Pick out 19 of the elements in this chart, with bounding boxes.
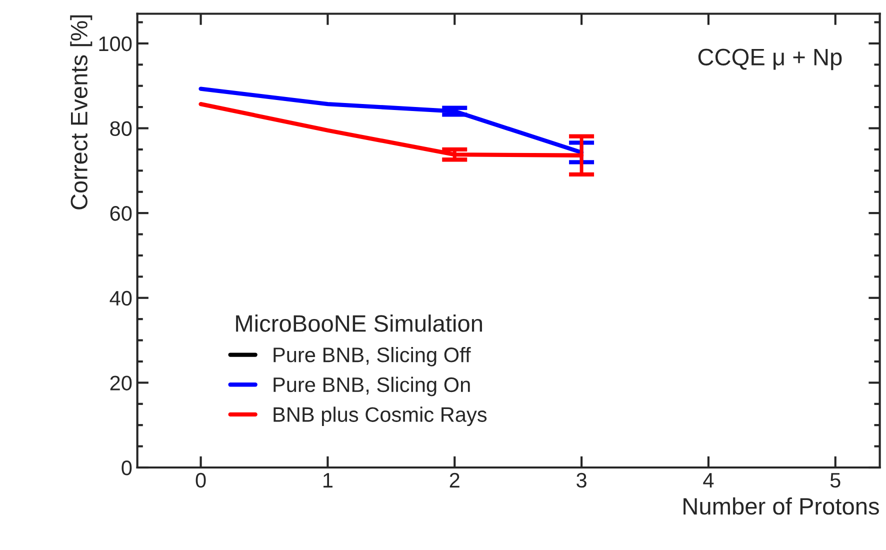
legend-label: BNB plus Cosmic Rays xyxy=(274,406,487,426)
legend-title: MicroBooNE Simulation xyxy=(236,314,482,332)
legend-label: Pure BNB, Slicing On xyxy=(274,376,470,396)
legend-label: Pure BNB, Slicing Off xyxy=(274,346,471,366)
x-tick-label: 3 xyxy=(576,472,586,488)
y-tick-label: 20 xyxy=(110,376,132,390)
x-tick-label: 5 xyxy=(830,473,840,488)
x-tick-label: 2 xyxy=(450,472,460,488)
x-axis-title: Number of Protons xyxy=(684,497,879,515)
y-axis-title: Correct Events [%] xyxy=(70,15,92,210)
annotation: CCQE μ + Np xyxy=(698,48,842,70)
y-tick-label: 100 xyxy=(99,36,132,52)
y-tick-label: 80 xyxy=(110,121,132,136)
x-tick-label: 4 xyxy=(703,473,714,488)
y-tick-label: 0 xyxy=(122,460,132,476)
y-tick-label: 60 xyxy=(110,206,132,221)
y-tick-label: 40 xyxy=(110,290,132,306)
x-tick-label: 1 xyxy=(324,473,332,488)
x-tick-label: 0 xyxy=(196,472,206,488)
